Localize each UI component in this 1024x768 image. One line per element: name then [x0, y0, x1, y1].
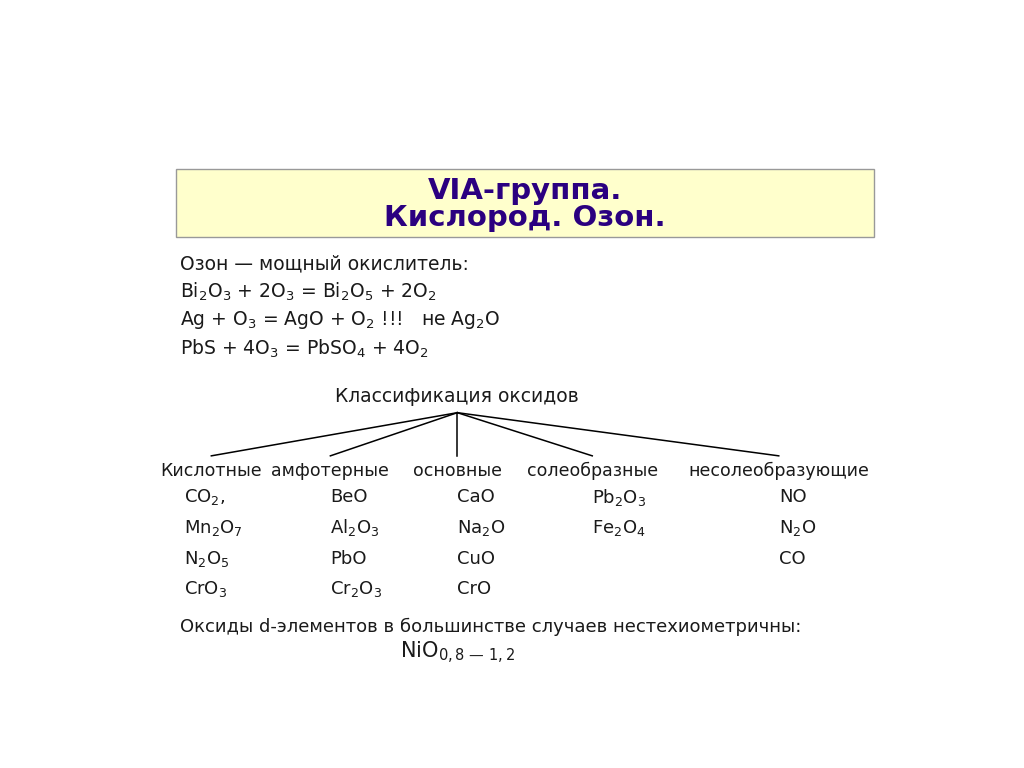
- Text: несолеобразующие: несолеобразующие: [688, 462, 869, 480]
- Text: солеобразные: солеобразные: [526, 462, 657, 480]
- Text: PbO: PbO: [331, 550, 367, 568]
- Text: Pb$_2$O$_3$: Pb$_2$O$_3$: [592, 487, 646, 508]
- Text: N$_2$O$_5$: N$_2$O$_5$: [183, 549, 229, 569]
- Text: CuO: CuO: [458, 550, 496, 568]
- Text: Na$_2$O: Na$_2$O: [458, 518, 506, 538]
- Text: CrO: CrO: [458, 581, 492, 598]
- Text: Al$_2$O$_3$: Al$_2$O$_3$: [331, 518, 380, 538]
- Text: Ag + O$_3$ = AgO + O$_2$ !!!   не Ag$_2$O: Ag + O$_3$ = AgO + O$_2$ !!! не Ag$_2$O: [179, 310, 500, 332]
- Text: Mn$_2$O$_7$: Mn$_2$O$_7$: [183, 518, 243, 538]
- Text: CO$_2$,: CO$_2$,: [183, 487, 225, 507]
- Text: Cr$_2$O$_3$: Cr$_2$O$_3$: [331, 580, 382, 600]
- Text: CaO: CaO: [458, 488, 495, 506]
- Text: CO: CO: [778, 550, 806, 568]
- Text: VIA-группа.: VIA-группа.: [428, 177, 622, 205]
- Text: NiO$_{0,8\ \mathregular{—}\ 1,2}$: NiO$_{0,8\ \mathregular{—}\ 1,2}$: [400, 640, 515, 666]
- Text: амфотерные: амфотерные: [271, 462, 389, 480]
- Text: Классификация оксидов: Классификация оксидов: [336, 387, 580, 406]
- Text: Bi$_2$O$_3$ + 2O$_3$ = Bi$_2$O$_5$ + 2O$_2$: Bi$_2$O$_3$ + 2O$_3$ = Bi$_2$O$_5$ + 2O$…: [179, 281, 436, 303]
- Text: BeO: BeO: [331, 488, 368, 506]
- Text: Fe$_2$O$_4$: Fe$_2$O$_4$: [592, 518, 646, 538]
- Text: Кислотные: Кислотные: [161, 462, 262, 480]
- Text: Озон — мощный окислитель:: Озон — мощный окислитель:: [179, 254, 468, 273]
- Text: N$_2$O: N$_2$O: [778, 518, 816, 538]
- FancyBboxPatch shape: [176, 169, 873, 237]
- Text: Кислород. Озон.: Кислород. Озон.: [384, 204, 666, 231]
- Text: Оксиды d-элементов в большинстве случаев нестехиометричны:: Оксиды d-элементов в большинстве случаев…: [179, 618, 801, 637]
- Text: CrO$_3$: CrO$_3$: [183, 580, 227, 600]
- Text: NO: NO: [778, 488, 806, 506]
- Text: основные: основные: [413, 462, 502, 480]
- Text: PbS + 4O$_3$ = PbSO$_4$ + 4O$_2$: PbS + 4O$_3$ = PbSO$_4$ + 4O$_2$: [179, 338, 428, 360]
